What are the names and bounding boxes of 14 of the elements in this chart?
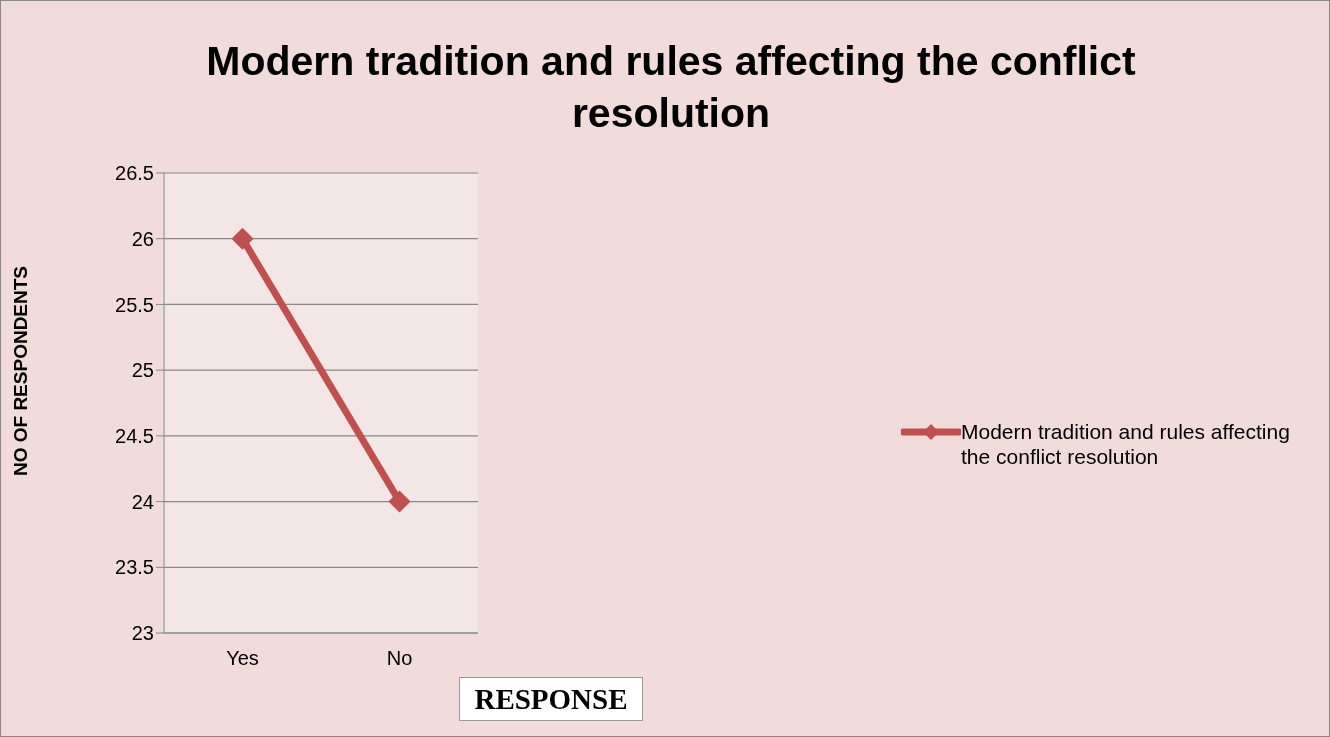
x-tick-label: Yes xyxy=(226,647,259,670)
y-axis-title: NO OF RESPONDENTS xyxy=(10,265,32,477)
x-axis-title: RESPONSE xyxy=(459,677,643,721)
y-tick-label: 24.5 xyxy=(115,424,154,447)
y-tick-label: 24 xyxy=(131,490,154,513)
y-tick-label: 25.5 xyxy=(115,293,154,316)
y-tick-label: 26.5 xyxy=(115,162,154,185)
y-tick-label: 23.5 xyxy=(115,556,154,579)
y-tick-label: 26 xyxy=(131,227,154,250)
text: Modern tradition and rules affecting the conflict resolution xyxy=(205,37,1137,138)
legend-label: Modern tradition and rules affecting the conflict resolution xyxy=(961,419,1291,469)
y-tick-label: 25 xyxy=(131,359,154,382)
y-tick-label: 23 xyxy=(131,622,154,645)
x-tick-label: No xyxy=(386,647,413,670)
